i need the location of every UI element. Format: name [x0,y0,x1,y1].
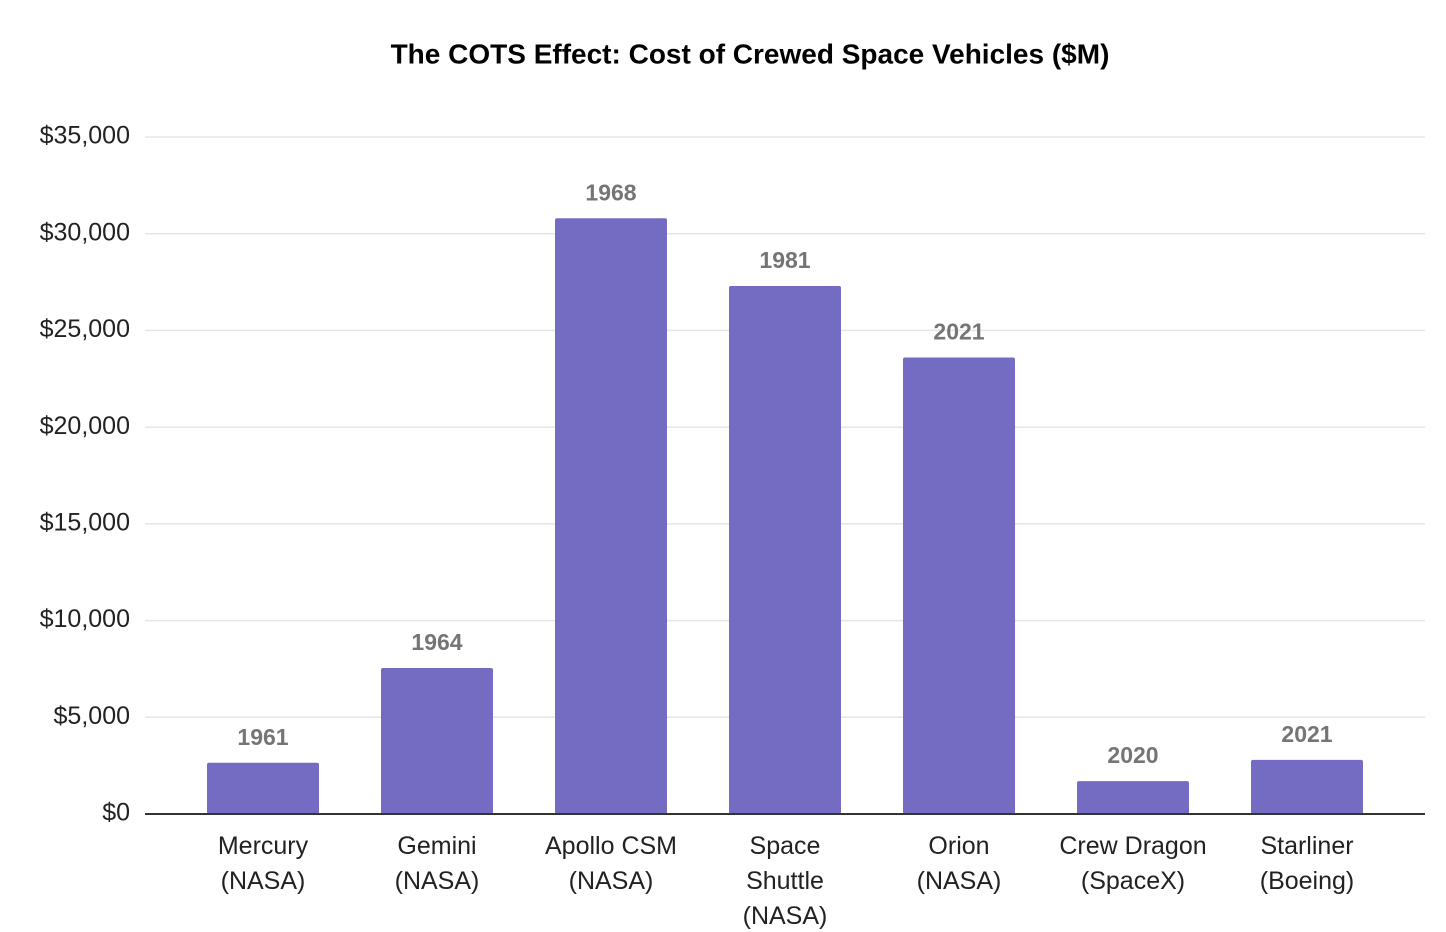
x-tick-label-line: (NASA) [569,867,654,895]
y-tick-label: $35,000 [40,122,130,150]
bar [207,762,319,814]
x-tick-label-line: Crew Dragon [1059,832,1206,860]
bar-annotation: 1961 [237,724,288,750]
x-tick-label: Starliner (Boeing) [1260,832,1355,895]
x-tick-label-line: (SpaceX) [1081,867,1185,895]
x-tick-label: Apollo CSM (NASA) [545,832,677,895]
bar [903,357,1015,814]
bar-annotation: 2021 [1281,721,1332,747]
x-tick-label-line: Orion [928,832,989,860]
x-tick-label: Crew Dragon (SpaceX) [1059,832,1206,895]
y-tick-label: $0 [102,799,130,827]
x-tick-label-line: (NASA) [395,867,480,895]
x-tick-label-line: (Boeing) [1260,867,1355,895]
x-tick-label-line: Shuttle [746,867,824,895]
bar [555,218,667,815]
y-tick-label: $10,000 [40,605,130,633]
x-tick-label-line: (NASA) [917,867,1002,895]
x-tick-label-line: (NASA) [743,902,828,930]
y-tick-label: $25,000 [40,315,130,343]
chart-title: The COTS Effect: Cost of Crewed Space Ve… [391,38,1110,69]
x-tick-label-line: (NASA) [221,867,306,895]
x-tick-label: Space Shuttle (NASA) [743,832,828,930]
x-tick-label-line: Apollo CSM [545,832,677,860]
bar-annotation: 1964 [411,629,462,655]
y-tick-label: $20,000 [40,412,130,440]
x-tick-label: Gemini (NASA) [395,832,480,895]
bar-annotation: 2020 [1107,742,1158,768]
bar [381,667,493,814]
x-tick-label: Mercury (NASA) [218,832,309,895]
bar [1251,759,1363,814]
x-tick-label-line: Starliner [1260,832,1353,860]
x-tick-label-line: Space [750,832,821,860]
bar-annotation: 2021 [933,319,984,345]
x-tick-label: Orion (NASA) [917,832,1002,895]
y-tick-label: $5,000 [54,702,130,730]
bar [1077,781,1189,814]
bar-annotation: 1968 [585,179,636,205]
x-tick-label-line: Mercury [218,832,309,860]
y-tick-label: $30,000 [40,218,130,246]
bar [729,285,841,814]
y-tick-label: $15,000 [40,508,130,536]
bar-annotation: 1981 [759,247,810,273]
x-tick-label-line: Gemini [397,832,476,860]
